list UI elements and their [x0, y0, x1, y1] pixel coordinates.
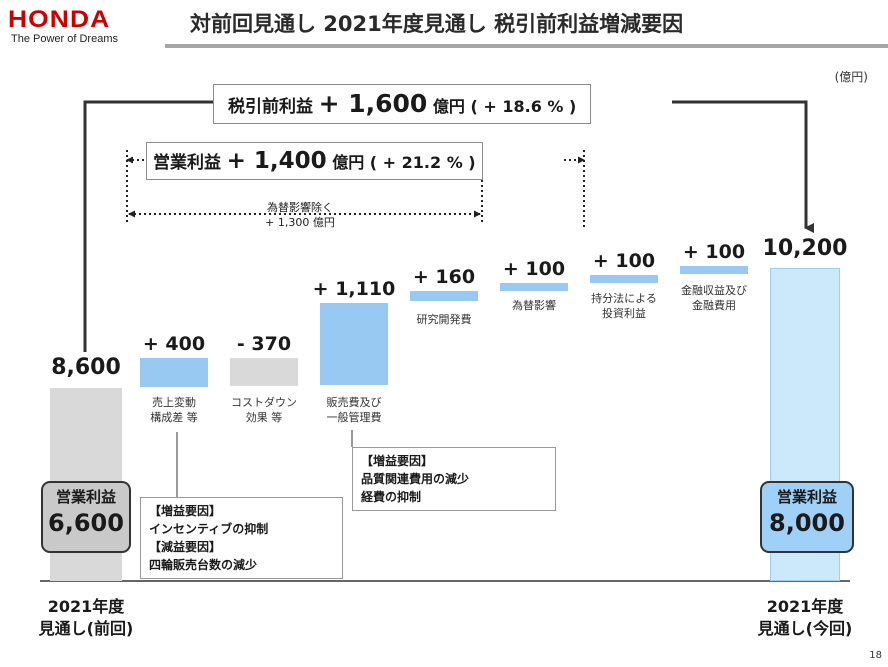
- note1-line: インセンティブの抑制: [149, 522, 269, 536]
- operating-label: 営業利益: [153, 153, 221, 173]
- end-category-line: 2021年度: [766, 597, 844, 616]
- page-number: 18: [869, 650, 882, 661]
- step-category-label: 持分法による 投資利益: [565, 291, 683, 321]
- step-category-line: 金融費用: [692, 299, 736, 312]
- operating-pct: ( + 21.2 % ): [369, 153, 476, 172]
- start-category-label: 2021年度 見通し(前回): [20, 596, 152, 640]
- current-operating-title: 営業利益: [776, 488, 837, 506]
- operating-summary-box: 営業利益 + 1,400 億円 ( + 21.2 % ): [146, 142, 483, 180]
- note1-line: 【減益要因】: [149, 540, 222, 554]
- title-divider: [165, 44, 888, 48]
- step-category-line: 為替影響: [512, 299, 556, 312]
- step-category-line: コストダウン: [231, 396, 297, 409]
- step-bar: [590, 275, 658, 283]
- step-category-label: 為替影響: [475, 298, 593, 313]
- step-value-label: + 100: [502, 258, 566, 280]
- page-title: 対前回見通し 2021年度見通し 税引前利益増減要因: [190, 12, 684, 36]
- step-category-line: 投資利益: [602, 307, 646, 320]
- step-bar: [140, 358, 208, 387]
- step-bar: [680, 266, 748, 274]
- pretax-bracket-left: [83, 100, 213, 352]
- step-category-label: コストダウン 効果 等: [205, 395, 323, 425]
- unit-note: (億円): [834, 70, 868, 84]
- previous-operating-pill: 営業利益 6,600: [41, 481, 131, 553]
- previous-operating-value: 6,600: [48, 509, 124, 537]
- step-category-line: 効果 等: [245, 411, 283, 424]
- step-value-label: + 160: [412, 266, 476, 288]
- step-bar: [410, 291, 478, 301]
- step-category-line: 金融収益及び: [681, 284, 747, 297]
- step-value-label: + 400: [142, 333, 206, 355]
- step-value-label: + 1,110: [312, 278, 396, 300]
- start-category-line: 2021年度: [47, 597, 125, 616]
- pretax-value: + 1,600: [318, 89, 428, 118]
- brand-tagline: The Power of Dreams: [11, 33, 118, 45]
- note1-line: 四輪販売台数の減少: [149, 558, 258, 572]
- note1-line: 【増益要因】: [149, 504, 222, 518]
- step-bar: [230, 358, 298, 386]
- step-bar: [320, 303, 388, 385]
- step-category-label: 金融収益及び 金融費用: [655, 283, 773, 313]
- note-box-1: 【増益要因】 インセンティブの抑制 【減益要因】 四輪販売台数の減少: [140, 497, 343, 579]
- step-category-line: 売上変動: [152, 396, 196, 409]
- honda-logo: HONDA: [8, 6, 111, 33]
- note2-line: 【増益要因】: [361, 454, 434, 468]
- previous-operating-title: 営業利益: [55, 488, 116, 506]
- step-category-line: 持分法による: [591, 292, 657, 305]
- end-value-label: 10,200: [762, 236, 848, 261]
- step-value-label: - 370: [236, 333, 292, 355]
- pretax-label: 税引前利益: [228, 97, 313, 117]
- start-value-label: 8,600: [51, 355, 121, 380]
- fx-excluded-line2: + 1,300 億円: [265, 216, 335, 229]
- step-value-label: + 100: [682, 241, 746, 263]
- start-category-line: 見通し(前回): [38, 619, 134, 638]
- note2-line: 経費の抑制: [361, 490, 422, 504]
- pretax-summary-box: 税引前利益 + 1,600 億円 ( + 18.6 % ): [213, 84, 592, 124]
- step-bar: [500, 283, 568, 291]
- current-operating-pill: 営業利益 8,000: [760, 481, 854, 553]
- current-operating-value: 8,000: [769, 509, 845, 537]
- operating-unit: 億円: [332, 153, 365, 172]
- pretax-pct: ( + 18.6 % ): [470, 97, 577, 116]
- step-category-label: 研究開発費: [385, 312, 503, 327]
- step-category-line: 構成差 等: [150, 411, 198, 424]
- end-category-line: 見通し(今回): [757, 619, 853, 638]
- step-category-label: 売上変動 構成差 等: [115, 395, 233, 425]
- note-box-2: 【増益要因】 品質関連費用の減少 経費の抑制: [352, 447, 556, 511]
- pretax-bracket-right: [672, 100, 814, 233]
- step-category-line: 研究開発費: [416, 313, 472, 326]
- step-category-line: 販売費及び: [326, 396, 382, 409]
- fx-excluded-line1: 為替影響除く: [267, 201, 333, 214]
- pretax-unit: 億円: [432, 97, 465, 116]
- end-category-label: 2021年度 見通し(今回): [738, 596, 872, 640]
- step-category-line: 一般管理費: [326, 411, 382, 424]
- fx-excluded-note: 為替影響除く + 1,300 億円: [230, 200, 370, 230]
- step-category-label: 販売費及び一般管理費: [295, 395, 413, 425]
- step-value-label: + 100: [592, 250, 656, 272]
- note2-line: 品質関連費用の減少: [361, 472, 470, 486]
- operating-value: + 1,400: [226, 148, 327, 174]
